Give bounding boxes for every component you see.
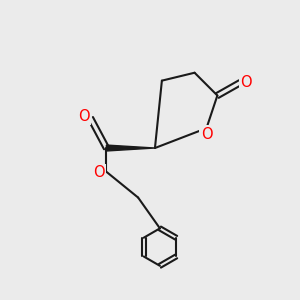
Polygon shape [106, 145, 155, 151]
Text: O: O [93, 165, 105, 180]
Text: O: O [241, 75, 252, 90]
Text: O: O [78, 109, 90, 124]
Text: O: O [201, 127, 212, 142]
